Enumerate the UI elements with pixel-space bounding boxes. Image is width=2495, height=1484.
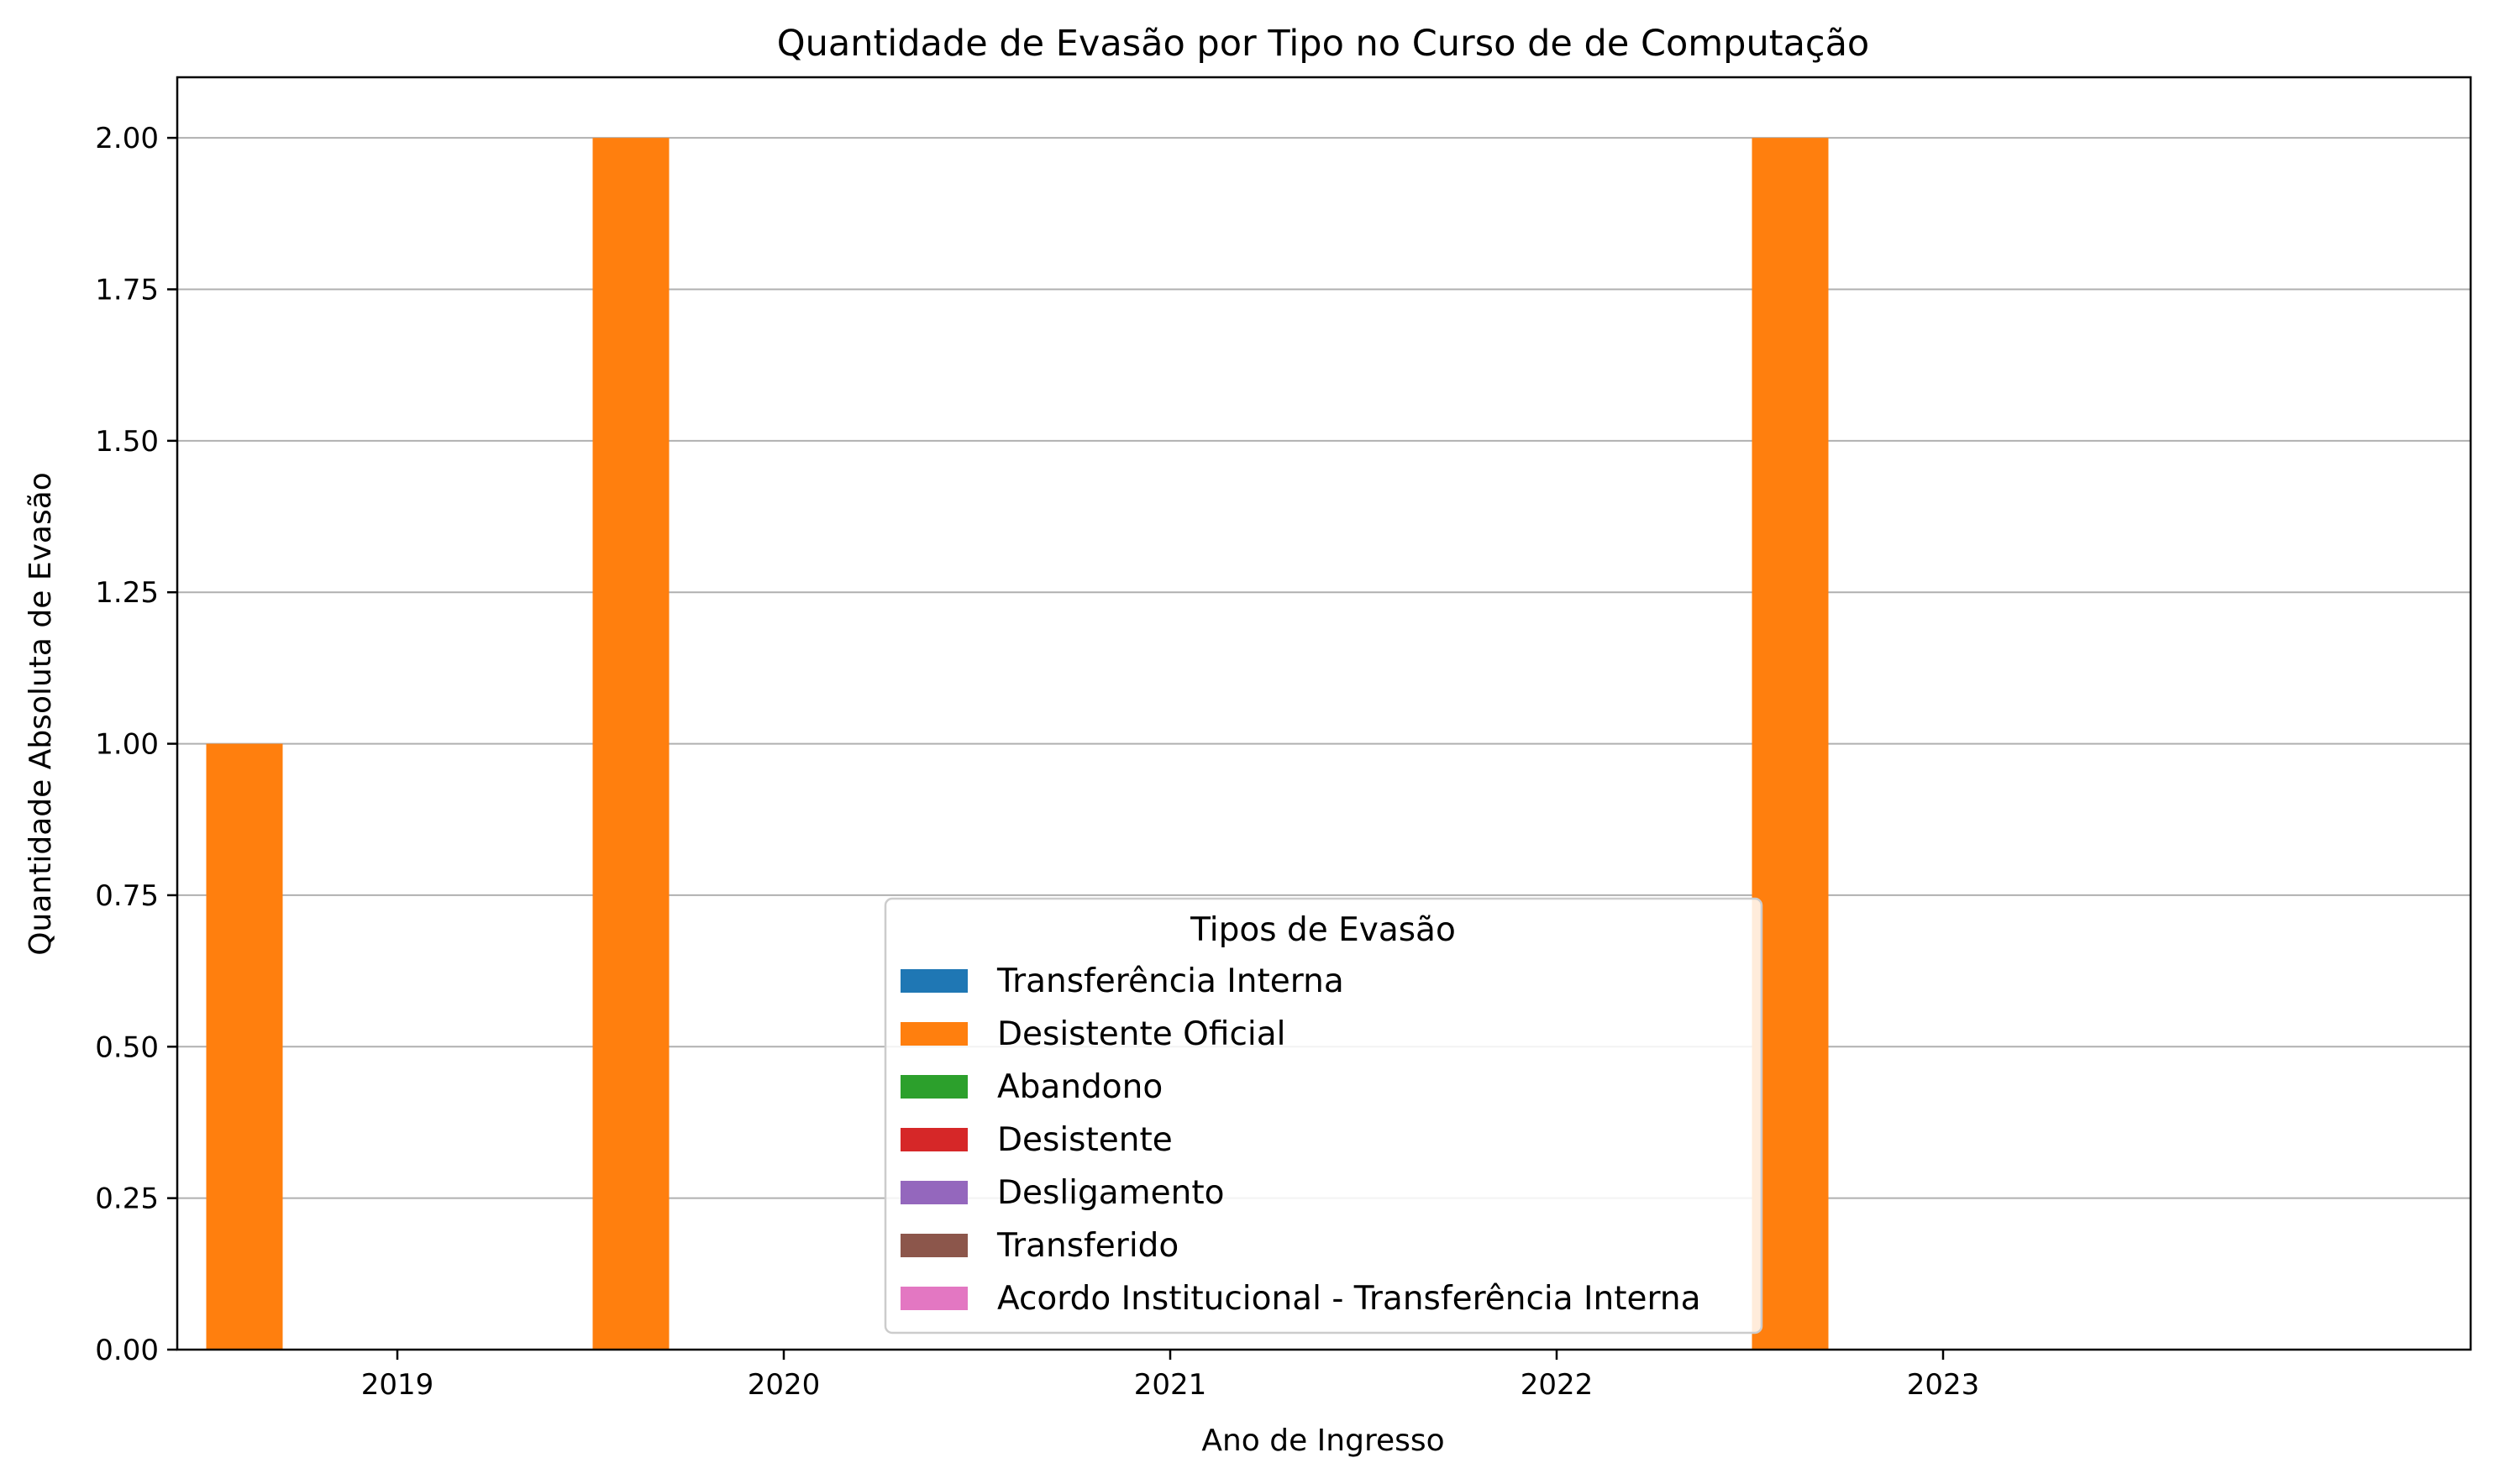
legend-items: Transferência Interna Desistente Oficial A…	[901, 962, 1701, 1318]
x-axis: 2019 2020 2021 2022 2023	[361, 1350, 1980, 1402]
legend-label: Abandono	[997, 1068, 1163, 1106]
legend-swatch	[901, 1022, 968, 1046]
y-axis-title: Quantidade Absoluta de Evasão	[24, 472, 58, 956]
legend: Tipos de Evasão Transferência Interna Des…	[884, 897, 1763, 1335]
y-tick-label: 1.25	[95, 576, 159, 610]
y-tick-label: 0.50	[95, 1030, 159, 1064]
x-axis-title: Ano de Ingresso	[1201, 1424, 1444, 1458]
legend-swatch	[901, 1128, 968, 1151]
legend-label: Acordo Institucional - Transferência Int…	[997, 1280, 1701, 1318]
bar	[1752, 138, 1829, 1350]
legend-label: Transferência Interna	[996, 962, 1344, 1000]
legend-swatch	[901, 1181, 968, 1204]
legend-label: Transferido	[996, 1227, 1179, 1265]
x-tick-label: 2020	[748, 1368, 821, 1402]
x-tick-label: 2023	[1907, 1368, 1980, 1402]
legend-swatch	[901, 1075, 968, 1099]
y-tick-label: 0.25	[95, 1182, 159, 1216]
y-tick-label: 0.00	[95, 1334, 159, 1367]
y-tick-label: 1.75	[95, 274, 159, 307]
legend-swatch	[901, 1287, 968, 1310]
x-tick-label: 2019	[361, 1368, 434, 1402]
legend-label: Desligamento	[997, 1174, 1225, 1212]
y-tick-label: 1.00	[95, 728, 159, 762]
plot-frame	[176, 76, 2472, 1351]
y-tick-label: 2.00	[95, 122, 159, 155]
legend-swatch	[901, 969, 968, 993]
bars	[206, 138, 1829, 1350]
bar	[592, 138, 670, 1350]
chart-title: Quantidade de Evasão por Tipo no Curso d…	[777, 23, 1869, 65]
legend-label: Desistente Oficial	[997, 1015, 1285, 1053]
legend-box	[884, 897, 1763, 1335]
legend-label: Desistente	[997, 1121, 1173, 1159]
y-tick-label: 1.50	[95, 425, 159, 459]
x-tick-label: 2021	[1134, 1368, 1207, 1402]
x-tick-label: 2022	[1521, 1368, 1594, 1402]
y-tick-label: 0.75	[95, 879, 159, 913]
y-axis: 0.00 0.25 0.50 0.75 1.00 1.25 1.50 1.75 2.00	[95, 122, 177, 1367]
legend-swatch	[901, 1234, 968, 1257]
bar	[206, 743, 283, 1350]
legend-title: Tipos de Evasão	[1190, 911, 1456, 949]
